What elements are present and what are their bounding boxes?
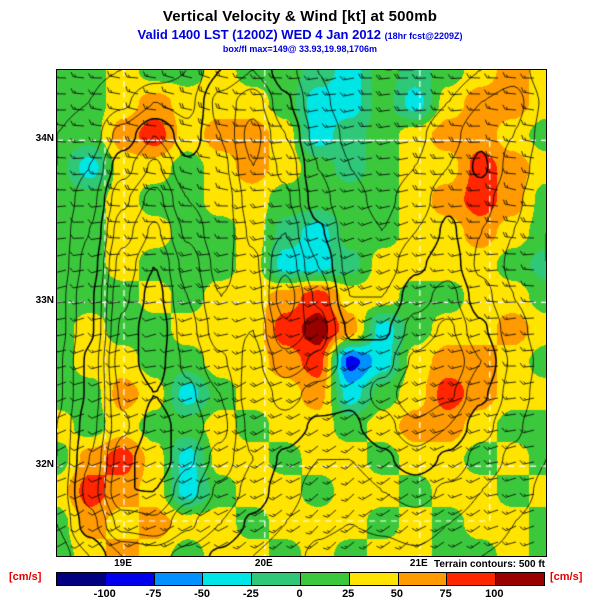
colorbar-cell bbox=[203, 573, 253, 585]
colorbar-tick-label: 100 bbox=[485, 588, 504, 600]
lon-tick-label: 20E bbox=[254, 558, 273, 569]
colorbar-tick-label: -50 bbox=[194, 588, 211, 600]
colorbar-cell bbox=[154, 573, 204, 585]
colorbar-cell bbox=[398, 573, 448, 585]
colorbar-tick-label: 75 bbox=[439, 588, 452, 600]
map-panel bbox=[56, 69, 547, 557]
plot-title: Vertical Velocity & Wind [kt] at 500mb bbox=[162, 8, 438, 25]
colorbar-units-right: [cm/s] bbox=[550, 571, 583, 583]
colorbar-tick-label: 25 bbox=[342, 588, 355, 600]
colorbar-tick-label: 50 bbox=[390, 588, 404, 600]
lat-tick-label: 33N bbox=[35, 295, 54, 307]
lat-tick-label: 32N bbox=[35, 459, 54, 471]
max-info-line: box/fl max=149@ 33.93,19.98,1706m bbox=[222, 44, 378, 54]
colorbar-cell bbox=[496, 573, 544, 585]
colorbar-cell bbox=[447, 573, 497, 585]
colorbar-tick-label: -100 bbox=[93, 588, 116, 600]
lon-tick-label: 19E bbox=[114, 558, 132, 569]
colorbar-cell bbox=[105, 573, 155, 585]
colorbar-units-left: [cm/s] bbox=[9, 571, 42, 583]
colorbar bbox=[56, 572, 545, 586]
valid-time-text: Valid 1400 LST (1200Z) WED 4 Jan 2012 bbox=[137, 27, 382, 42]
forecast-hour-note: (18hr fcst@2209Z) bbox=[384, 31, 463, 41]
colorbar-tick-label: -25 bbox=[242, 588, 259, 600]
lat-tick-label: 34N bbox=[35, 133, 54, 145]
colorbar-cell bbox=[57, 573, 106, 585]
colorbar-tick-label: -75 bbox=[145, 588, 162, 600]
colorbar-cell bbox=[300, 573, 350, 585]
colorbar-cell bbox=[349, 573, 399, 585]
valid-time-line: Valid 1400 LST (1200Z) WED 4 Jan 2012 (1… bbox=[0, 27, 600, 42]
vertical-velocity-map-canvas bbox=[57, 70, 546, 556]
terrain-contour-note: Terrain contours: 500 ft bbox=[434, 559, 545, 570]
colorbar-tick-label: 0 bbox=[296, 588, 303, 600]
colorbar-cell bbox=[252, 573, 301, 585]
lon-tick-label: 21E bbox=[409, 558, 428, 569]
